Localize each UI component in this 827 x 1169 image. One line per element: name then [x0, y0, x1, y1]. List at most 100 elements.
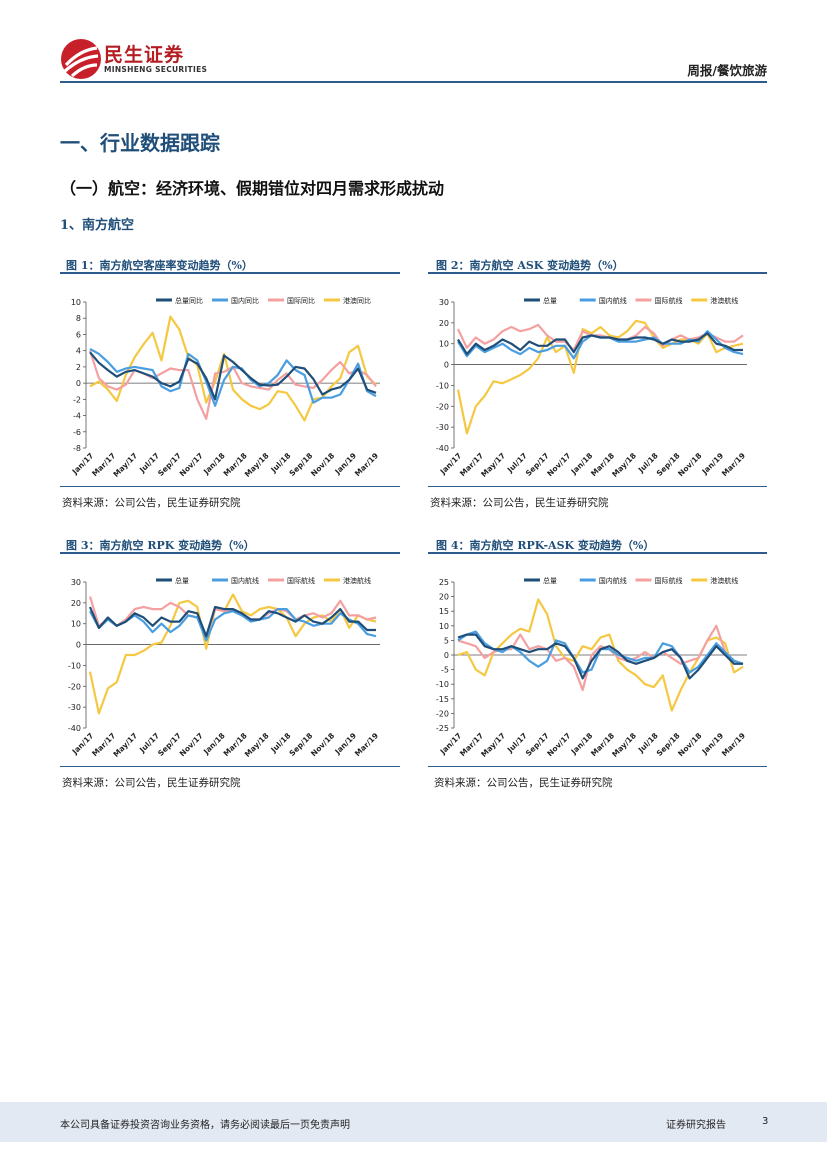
section-heading: 一、行业数据跟踪	[60, 131, 220, 155]
x-tick-label: Mar/19	[720, 731, 747, 758]
y-tick-label: -30	[68, 703, 81, 712]
figure-4-chart: 2520151050-5-10-15-20-25Jan/17Mar/17May/…	[436, 576, 747, 759]
legend-label: 港澳同比	[343, 296, 371, 305]
x-tick-label: Nov/17	[178, 451, 205, 478]
legend-label: 港澳航线	[710, 296, 738, 305]
header-divider	[60, 81, 767, 83]
legend-label: 总量	[543, 296, 557, 305]
y-tick-label: 5	[444, 636, 449, 645]
x-tick-label: May/18	[243, 731, 271, 759]
footer-page-number: 3	[762, 1116, 769, 1127]
legend-label: 总量	[175, 576, 189, 585]
x-tick-label: May/17	[111, 731, 139, 759]
x-tick-label: May/18	[243, 451, 271, 479]
x-tick-label: May/17	[479, 731, 507, 759]
y-tick-label: 10	[439, 340, 449, 349]
figure-2-source: 资料来源：公司公告，民生证券研究院	[430, 497, 609, 509]
legend-label: 国际航线	[655, 576, 683, 585]
y-tick-label: 0	[444, 651, 449, 660]
y-tick-label: -10	[436, 381, 449, 390]
y-tick-label: 10	[71, 298, 81, 307]
figure-4-title: 图 4：南方航空 RPK-ASK 变动趋势（%）	[436, 539, 655, 552]
figure-4-bottom-rule	[428, 766, 767, 767]
legend-label: 国际同比	[287, 296, 315, 305]
y-tick-label: -15	[436, 695, 449, 704]
series-line	[89, 351, 377, 401]
y-tick-label: 20	[439, 593, 449, 602]
figure-2-bottom-rule	[428, 486, 767, 487]
figure-3-chart: 3020100-10-20-30-40Jan/17Mar/17May/17Jul…	[68, 576, 380, 759]
figure-1-top-rule	[60, 272, 400, 274]
x-tick-label: Nov/18	[309, 731, 336, 758]
figure-2-title: 图 2：南方航空 ASK 变动趋势（%）	[436, 259, 624, 272]
y-tick-label: 30	[71, 578, 81, 587]
minsheng-logo-icon	[61, 39, 101, 79]
y-tick-label: -30	[436, 423, 449, 432]
y-tick-label: 20	[71, 599, 81, 608]
series-line	[457, 624, 744, 692]
logo-en-text: MINSHENG SECURITIES	[104, 65, 208, 74]
legend-label: 总量同比	[175, 296, 203, 305]
series-line	[457, 598, 744, 712]
y-tick-label: 20	[439, 319, 449, 328]
figure-1-title: 图 1：南方航空客座率变动趋势（%）	[66, 259, 253, 272]
company-heading: 1、南方航空	[60, 218, 135, 233]
footer-disclaimer: 本公司具备证券投资咨询业务资格，请务必阅读最后一页免责声明	[60, 1120, 350, 1131]
y-tick-label: 4	[76, 347, 81, 356]
y-tick-label: 15	[439, 607, 449, 616]
legend-label: 港澳航线	[710, 576, 738, 585]
figure-1-bottom-rule	[60, 486, 400, 487]
legend-label: 国内航线	[599, 576, 627, 585]
legend-label: 国内航线	[599, 296, 627, 305]
y-tick-label: -25	[436, 724, 449, 733]
series-line	[89, 348, 377, 407]
x-tick-label: Mar/19	[353, 451, 380, 478]
legend-label: 国际航线	[655, 296, 683, 305]
x-tick-label: May/18	[610, 731, 638, 759]
y-tick-label: -10	[68, 661, 81, 670]
series-line	[89, 607, 377, 642]
series-line	[457, 633, 743, 680]
figure-3-top-rule	[60, 552, 400, 554]
y-tick-label: 2	[76, 363, 81, 372]
y-tick-label: 0	[76, 641, 81, 650]
y-tick-label: 10	[439, 622, 449, 631]
figure-3-bottom-rule	[60, 766, 400, 767]
x-tick-label: Nov/17	[545, 451, 572, 478]
subsection-heading: （一）航空：经济环境、假期错位对四月需求形成扰动	[60, 179, 445, 198]
logo-cn-text: 民生证券	[104, 44, 185, 66]
figure-4-source: 资料来源：公司公告，民生证券研究院	[434, 777, 613, 789]
y-tick-label: -40	[68, 724, 81, 733]
x-tick-label: Nov/18	[676, 451, 703, 478]
x-tick-label: Nov/18	[676, 731, 703, 758]
legend-label: 国内同比	[231, 296, 259, 305]
legend-label: 总量	[543, 576, 557, 585]
footer-bar	[0, 1102, 827, 1142]
x-tick-label: Mar/19	[353, 731, 380, 758]
legend-label: 国际航线	[287, 576, 315, 585]
y-tick-label: 8	[76, 314, 81, 323]
y-tick-label: -20	[436, 709, 449, 718]
legend-label: 港澳航线	[343, 576, 371, 585]
y-tick-label: -6	[73, 428, 81, 437]
y-tick-label: 30	[439, 298, 449, 307]
series-line	[88, 605, 376, 638]
y-tick-label: -5	[441, 666, 449, 675]
y-tick-label: -20	[436, 402, 449, 411]
y-tick-label: -2	[73, 395, 81, 404]
y-tick-label: 25	[439, 578, 449, 587]
x-tick-label: May/18	[610, 451, 638, 479]
series-line	[457, 323, 744, 352]
figure-1-chart: 1086420-2-4-6-8Jan/17Mar/17May/17Jul/17S…	[70, 296, 380, 479]
y-tick-label: -40	[436, 444, 449, 453]
figure-1-source: 资料来源：公司公告，民生证券研究院	[62, 497, 241, 509]
figure-3-source: 资料来源：公司公告，民生证券研究院	[62, 777, 241, 789]
figure-2-chart: 3020100-10-20-30-40Jan/17Mar/17May/17Jul…	[436, 296, 747, 479]
legend-label: 国内航线	[231, 576, 259, 585]
report-category: 周报/餐饮旅游	[687, 63, 767, 78]
y-tick-label: -10	[436, 680, 449, 689]
figure-3-title: 图 3：南方航空 RPK 变动趋势（%）	[66, 539, 255, 552]
y-tick-label: -8	[73, 444, 81, 453]
x-tick-label: May/17	[479, 451, 507, 479]
series-line	[457, 332, 743, 356]
